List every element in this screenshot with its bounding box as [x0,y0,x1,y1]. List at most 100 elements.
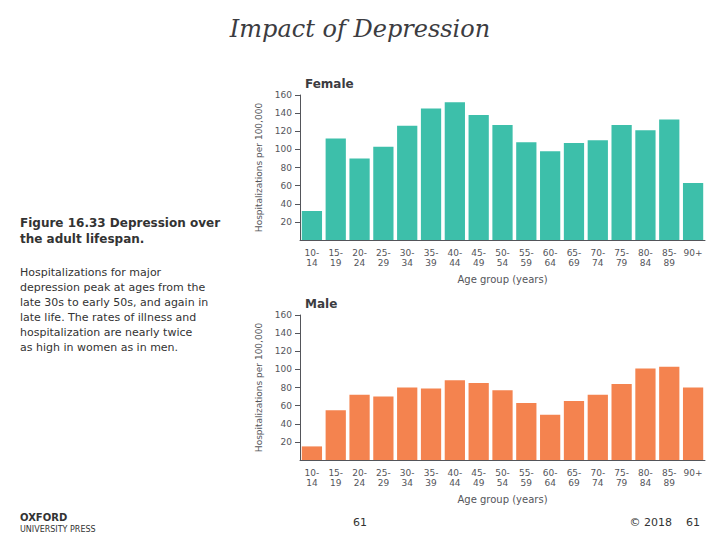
svg-text:Hospitalizations for major: Hospitalizations for major [20,266,162,279]
svg-text:44: 44 [449,478,461,488]
svg-text:14: 14 [306,258,318,268]
svg-text:Age group (years): Age group (years) [457,494,547,505]
svg-text:10-: 10- [305,468,320,478]
svg-text:45-: 45- [471,468,486,478]
svg-text:85-: 85- [662,468,677,478]
svg-text:20-: 20- [352,468,367,478]
svg-text:80-: 80- [638,248,653,258]
svg-text:34: 34 [401,258,413,268]
svg-text:the adult lifespan.: the adult lifespan. [20,232,144,246]
svg-text:89: 89 [664,258,676,268]
svg-text:64: 64 [544,478,556,488]
svg-text:© 2018 61: © 2018 61 [630,516,700,529]
svg-text:40-: 40- [448,468,463,478]
svg-text:69: 69 [568,258,580,268]
svg-text:74: 74 [592,478,604,488]
svg-text:45-: 45- [471,248,486,258]
svg-text:61: 61 [353,516,367,529]
svg-text:Female: Female [305,77,354,91]
svg-text:34: 34 [401,478,413,488]
svg-text:80-: 80- [638,468,653,478]
svg-text:44: 44 [449,258,461,268]
svg-text:65-: 65- [567,248,582,258]
svg-text:79: 79 [616,478,628,488]
svg-text:29: 29 [378,258,390,268]
svg-text:19: 19 [330,478,342,488]
svg-text:160: 160 [275,310,292,320]
svg-text:25-: 25- [376,468,391,478]
svg-text:Hospitalizations per 100,000: Hospitalizations per 100,000 [254,323,264,453]
svg-text:25-: 25- [376,248,391,258]
svg-text:160: 160 [275,90,292,100]
svg-text:140: 140 [275,108,292,118]
svg-text:120: 120 [275,126,292,136]
svg-text:Male: Male [305,297,337,311]
svg-text:10-: 10- [305,248,320,258]
svg-text:40: 40 [281,199,293,209]
svg-text:depression peak at ages from t: depression peak at ages from the [20,281,206,294]
svg-text:late 30s to early 50s, and aga: late 30s to early 50s, and again in [20,296,208,309]
svg-text:120: 120 [275,346,292,356]
svg-text:20: 20 [281,437,293,447]
svg-text:60: 60 [281,401,293,411]
svg-text:hospitalization are nearly twi: hospitalization are nearly twice [20,326,192,339]
svg-text:74: 74 [592,258,604,268]
svg-text:40-: 40- [448,248,463,258]
svg-text:80: 80 [281,383,293,393]
svg-text:75-: 75- [614,248,629,258]
svg-text:15-: 15- [328,248,343,258]
svg-text:35-: 35- [424,248,439,258]
svg-text:19: 19 [330,258,342,268]
svg-text:84: 84 [640,478,652,488]
svg-text:60: 60 [281,181,293,191]
svg-text:100: 100 [275,364,292,374]
svg-text:64: 64 [544,258,556,268]
svg-text:89: 89 [664,478,676,488]
svg-text:65-: 65- [567,468,582,478]
svg-text:UNIVERSITY PRESS: UNIVERSITY PRESS [20,525,96,534]
svg-text:54: 54 [497,258,509,268]
svg-text:Age group (years): Age group (years) [457,274,547,285]
svg-text:140: 140 [275,328,292,338]
svg-text:60-: 60- [543,248,558,258]
svg-text:70-: 70- [590,468,605,478]
svg-text:75-: 75- [614,468,629,478]
svg-text:50-: 50- [495,468,510,478]
svg-text:30-: 30- [400,248,415,258]
svg-text:50-: 50- [495,248,510,258]
svg-text:late life. The rates of illnes: late life. The rates of illness and [20,311,196,324]
svg-text:59: 59 [521,258,533,268]
svg-text:60-: 60- [543,468,558,478]
svg-text:79: 79 [616,258,628,268]
svg-text:35-: 35- [424,468,439,478]
svg-text:90+: 90+ [684,248,703,258]
svg-text:Hospitalizations per 100,000: Hospitalizations per 100,000 [254,103,264,233]
svg-text:100: 100 [275,144,292,154]
svg-text:39: 39 [425,258,437,268]
svg-text:15-: 15- [328,468,343,478]
svg-text:OXFORD: OXFORD [20,512,67,523]
svg-text:Impact of Depression: Impact of Depression [229,15,490,43]
svg-text:59: 59 [521,478,533,488]
svg-text:85-: 85- [662,248,677,258]
svg-text:as high in women as in men.: as high in women as in men. [20,341,178,354]
svg-text:84: 84 [640,258,652,268]
svg-text:20-: 20- [352,248,367,258]
svg-text:49: 49 [473,258,485,268]
svg-text:80: 80 [281,163,293,173]
svg-text:24: 24 [354,258,366,268]
svg-text:39: 39 [425,478,437,488]
svg-text:69: 69 [568,478,580,488]
svg-text:29: 29 [378,478,390,488]
svg-text:20: 20 [281,217,293,227]
svg-text:55-: 55- [519,248,534,258]
svg-text:54: 54 [497,478,509,488]
svg-text:40: 40 [281,419,293,429]
svg-text:30-: 30- [400,468,415,478]
svg-text:14: 14 [306,478,318,488]
svg-text:49: 49 [473,478,485,488]
svg-text:Figure 16.33 Depression over: Figure 16.33 Depression over [20,216,220,230]
svg-text:55-: 55- [519,468,534,478]
svg-text:90+: 90+ [684,468,703,478]
svg-text:70-: 70- [590,248,605,258]
